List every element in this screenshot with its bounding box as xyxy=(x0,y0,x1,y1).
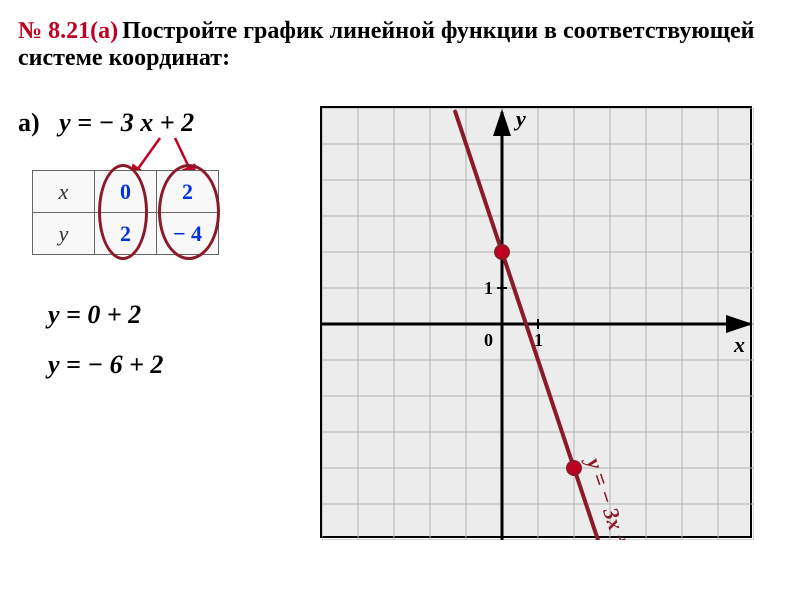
graph-svg: ух110у = − 3х + 2 xyxy=(322,108,754,540)
row-label-x: х xyxy=(33,171,95,213)
coordinate-graph: ух110у = − 3х + 2 xyxy=(320,106,752,538)
svg-text:х: х xyxy=(733,332,745,357)
problem-text: Постройте график линейной функции в соот… xyxy=(18,18,755,71)
svg-text:0: 0 xyxy=(484,330,493,350)
eq-rhs: = − 3 xyxy=(77,108,134,137)
cell-y-1: − 4 xyxy=(157,213,219,255)
work-line-1: у = 0 + 2 xyxy=(48,300,141,330)
eq-tail: + 2 xyxy=(160,108,194,137)
eq-lhs: у xyxy=(59,108,71,137)
problem-number: № 8.21(а) xyxy=(18,18,118,44)
table-row: х 0 2 xyxy=(33,171,219,213)
cell-x-0: 0 xyxy=(95,171,157,213)
table-row: у 2 − 4 xyxy=(33,213,219,255)
cell-x-1: 2 xyxy=(157,171,219,213)
work-line-2: у = − 6 + 2 xyxy=(48,350,163,380)
svg-text:1: 1 xyxy=(484,278,493,298)
eq-var: х xyxy=(140,108,153,137)
part-equation: а) у = − 3 х + 2 xyxy=(18,108,194,138)
cell-y-0: 2 xyxy=(95,213,157,255)
part-letter: а) xyxy=(18,108,40,137)
value-table: х 0 2 у 2 − 4 xyxy=(32,170,219,255)
row-label-y: у xyxy=(33,213,95,255)
svg-text:у: у xyxy=(513,108,526,131)
